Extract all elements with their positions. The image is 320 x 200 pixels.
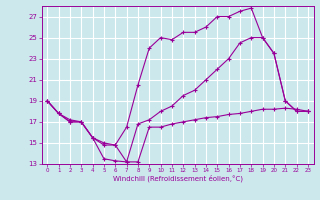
X-axis label: Windchill (Refroidissement éolien,°C): Windchill (Refroidissement éolien,°C) [113,175,243,182]
